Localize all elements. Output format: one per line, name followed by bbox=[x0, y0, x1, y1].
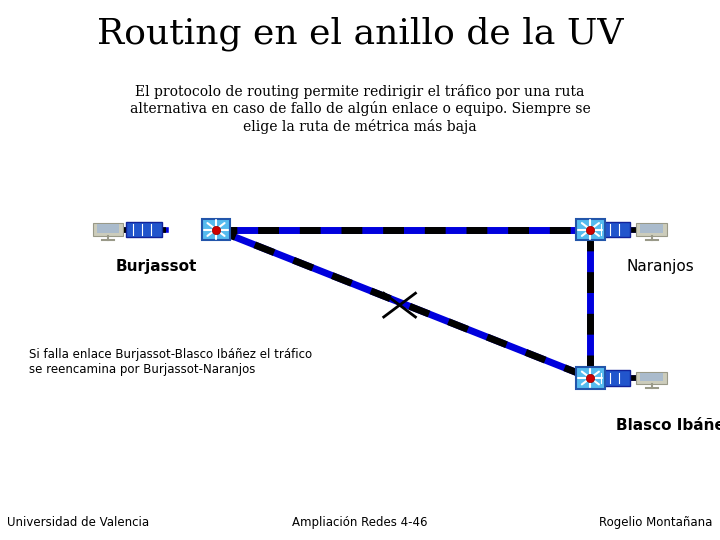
FancyBboxPatch shape bbox=[96, 224, 120, 233]
FancyBboxPatch shape bbox=[636, 372, 667, 384]
FancyBboxPatch shape bbox=[594, 222, 630, 237]
FancyBboxPatch shape bbox=[594, 370, 630, 386]
FancyBboxPatch shape bbox=[93, 224, 123, 235]
Text: Si falla enlace Burjassot-Blasco Ibáñez el tráfico
se reencamina por Burjassot-N: Si falla enlace Burjassot-Blasco Ibáñez … bbox=[29, 348, 312, 376]
Text: Universidad de Valencia: Universidad de Valencia bbox=[7, 516, 149, 529]
FancyBboxPatch shape bbox=[576, 367, 605, 389]
Text: Routing en el anillo de la UV: Routing en el anillo de la UV bbox=[96, 16, 624, 51]
Text: Rogelio Montañana: Rogelio Montañana bbox=[600, 516, 713, 529]
Text: Naranjos: Naranjos bbox=[626, 259, 694, 274]
FancyBboxPatch shape bbox=[640, 373, 663, 381]
Text: Burjassot: Burjassot bbox=[115, 259, 197, 274]
FancyBboxPatch shape bbox=[202, 219, 230, 240]
Text: El protocolo de routing permite redirigir el tráfico por una ruta
alternativa en: El protocolo de routing permite redirigi… bbox=[130, 84, 590, 133]
FancyBboxPatch shape bbox=[640, 224, 663, 233]
FancyBboxPatch shape bbox=[126, 222, 162, 237]
FancyBboxPatch shape bbox=[576, 219, 605, 240]
FancyBboxPatch shape bbox=[636, 224, 667, 235]
Text: Ampliación Redes 4-46: Ampliación Redes 4-46 bbox=[292, 516, 428, 529]
Text: Blasco Ibáñez: Blasco Ibáñez bbox=[616, 418, 720, 434]
